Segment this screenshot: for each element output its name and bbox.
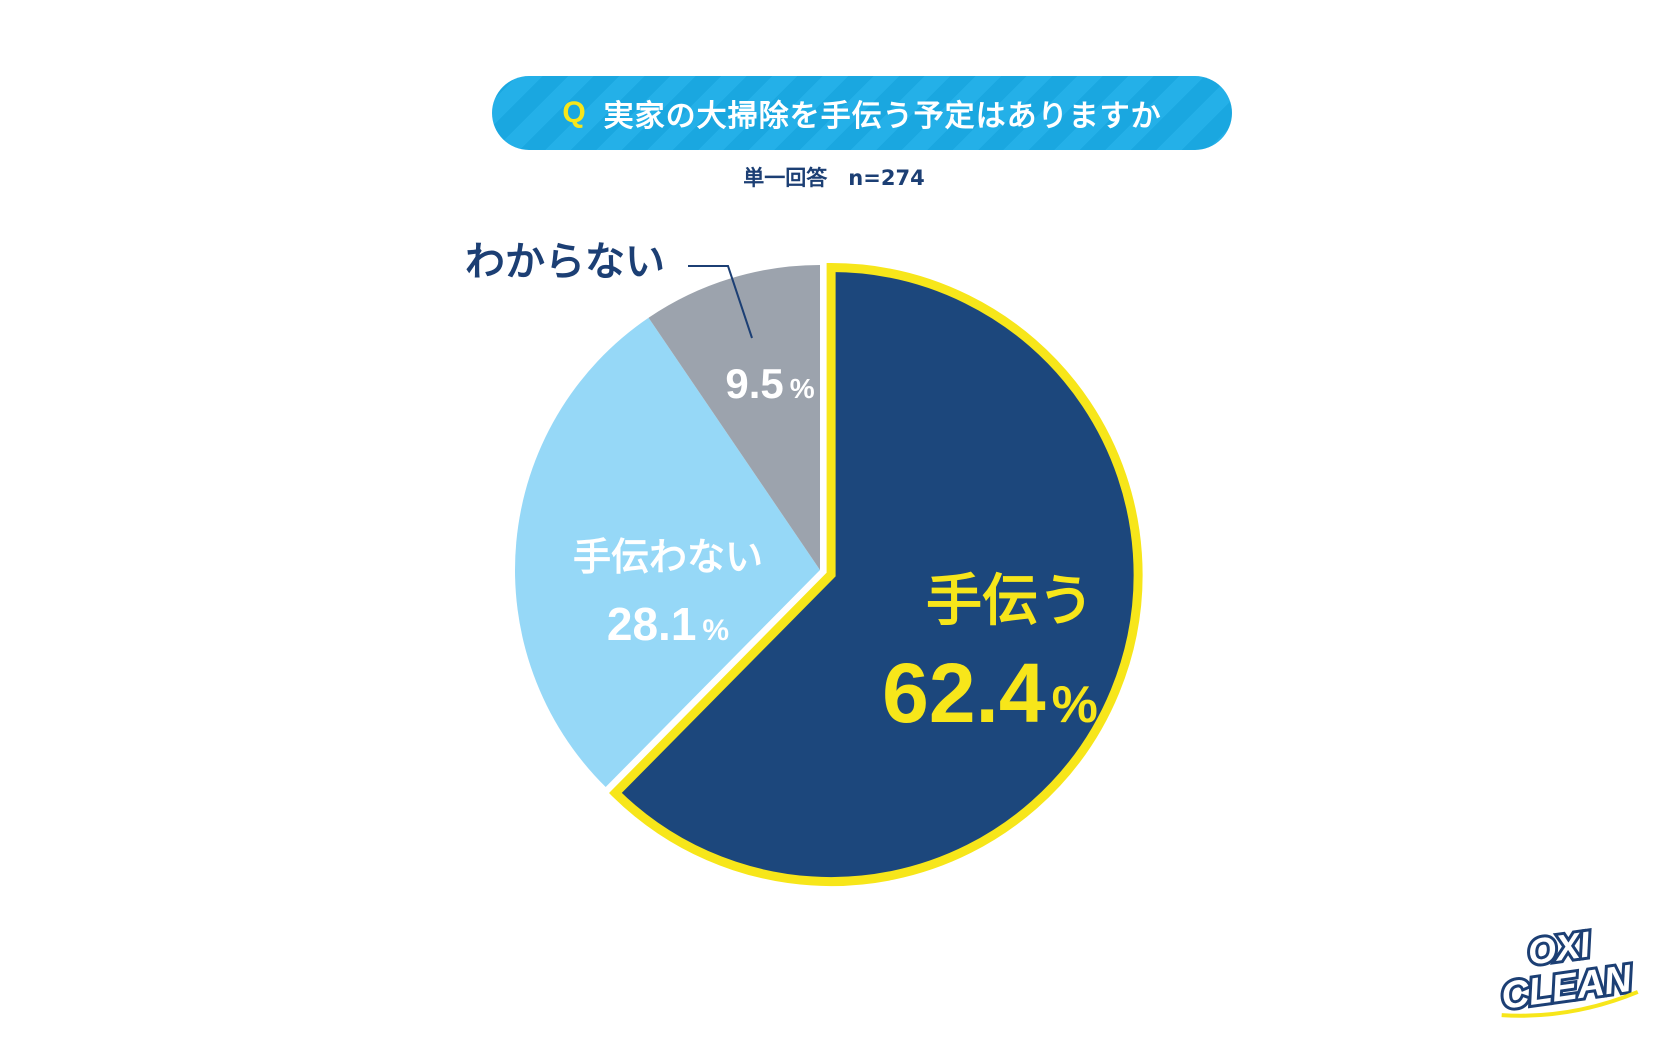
pie-slice-1 (609, 263, 1143, 886)
label-category-2: 手伝わない (573, 535, 763, 579)
label-value-3: 9.5% (725, 360, 814, 407)
pie-slice-2 (515, 317, 820, 788)
logo-text-line2: CLEAN (1499, 958, 1636, 1018)
label-value-2: 28.1% (607, 598, 729, 650)
oxiclean-logo: OXI CLEAN (1496, 920, 1639, 1020)
question-title: 実家の大掃除を手伝う予定はありますか (603, 99, 1162, 134)
label-value-1: 62.4% (882, 646, 1098, 740)
pie-slice-3 (648, 265, 820, 570)
question-banner: Q 実家の大掃除を手伝う予定はありますか (492, 76, 1232, 150)
question-mark-icon: Q (562, 96, 586, 129)
label-category-3: わからない (465, 239, 665, 285)
response-note: 単一回答 n=274 (743, 166, 925, 190)
label-category-1: 手伝う (926, 569, 1094, 634)
leader-line-3 (688, 265, 753, 339)
